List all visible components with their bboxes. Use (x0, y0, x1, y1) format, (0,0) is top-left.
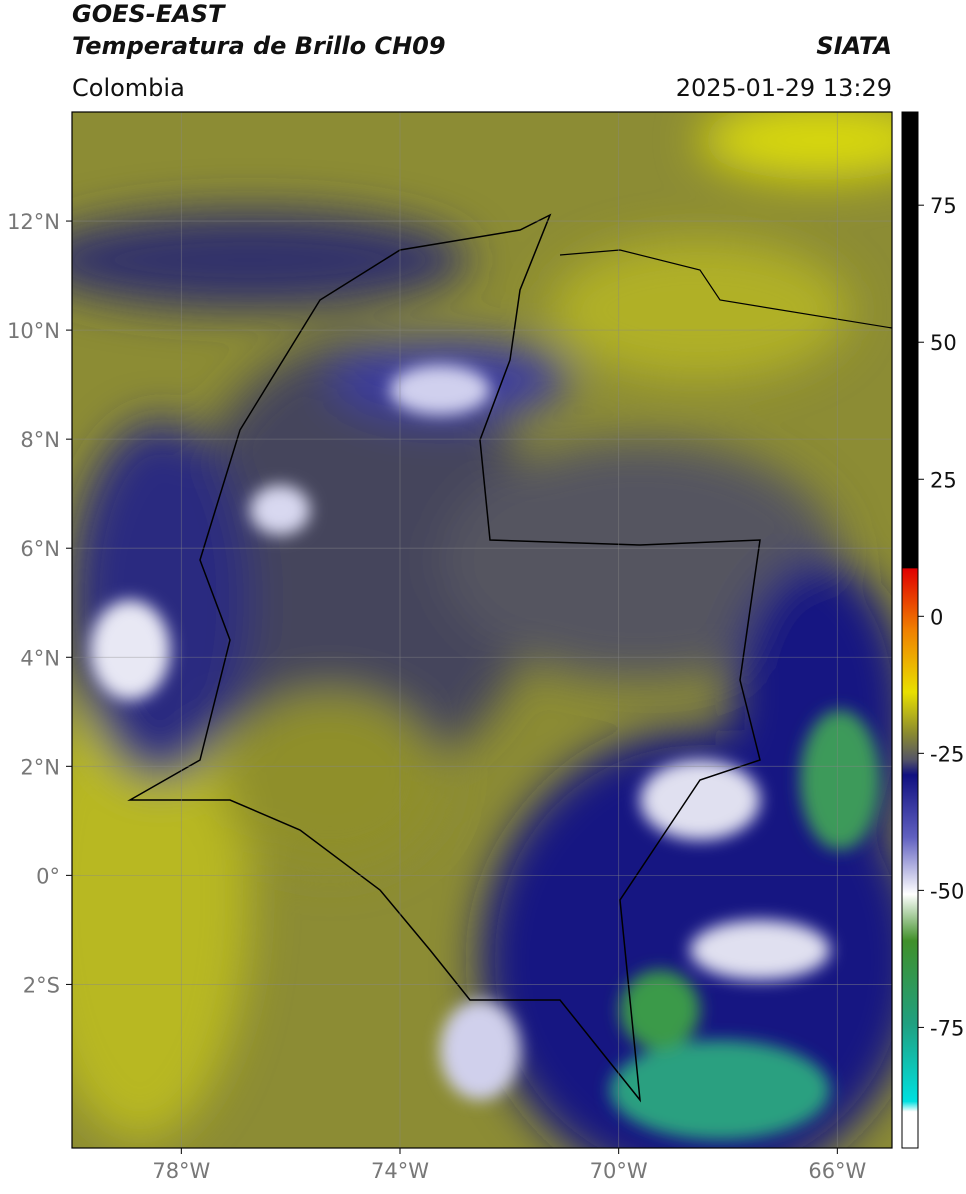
colorbar-tick-label: 50 (930, 331, 957, 355)
colorbar-tick-label: 25 (930, 468, 957, 492)
x-tick-label: 66°W (808, 1159, 866, 1183)
source: SIATA (816, 32, 892, 60)
y-tick-label: 2°S (23, 973, 60, 997)
x-tick-label: 70°W (590, 1159, 648, 1183)
y-tick-label: 0° (36, 864, 60, 888)
cold-tops (90, 365, 880, 1140)
colorbar-tick-label: -75 (930, 1016, 964, 1040)
cloud-field (72, 112, 892, 1148)
datetime: 2025-01-29 13:29 (676, 74, 892, 102)
y-tick-label: 10°N (7, 319, 60, 343)
colorbar-tick-label: -50 (930, 879, 964, 903)
y-tick-label: 12°N (7, 210, 60, 234)
colorbar-tick-label: 0 (930, 605, 943, 629)
colorbar-tick-label: 75 (930, 194, 957, 218)
x-tick-label: 78°W (152, 1159, 210, 1183)
coastline (559, 249, 892, 329)
y-tick-label: 2°N (20, 755, 60, 779)
colorbar-tick-label: -25 (930, 742, 964, 766)
grid (72, 112, 892, 1148)
satellite-image (72, 112, 892, 1148)
y-tick-label: 8°N (20, 428, 60, 452)
region: Colombia (72, 74, 185, 102)
title: GOES-EAST (72, 0, 226, 28)
subtitle: Temperatura de Brillo CH09 (72, 32, 446, 60)
y-tick-label: 4°N (20, 646, 60, 670)
y-tick-label: 6°N (20, 537, 60, 561)
country-border (127, 213, 761, 1103)
colorbar (901, 111, 919, 1149)
map-frame (71, 111, 893, 1149)
x-tick-label: 74°W (371, 1159, 429, 1183)
